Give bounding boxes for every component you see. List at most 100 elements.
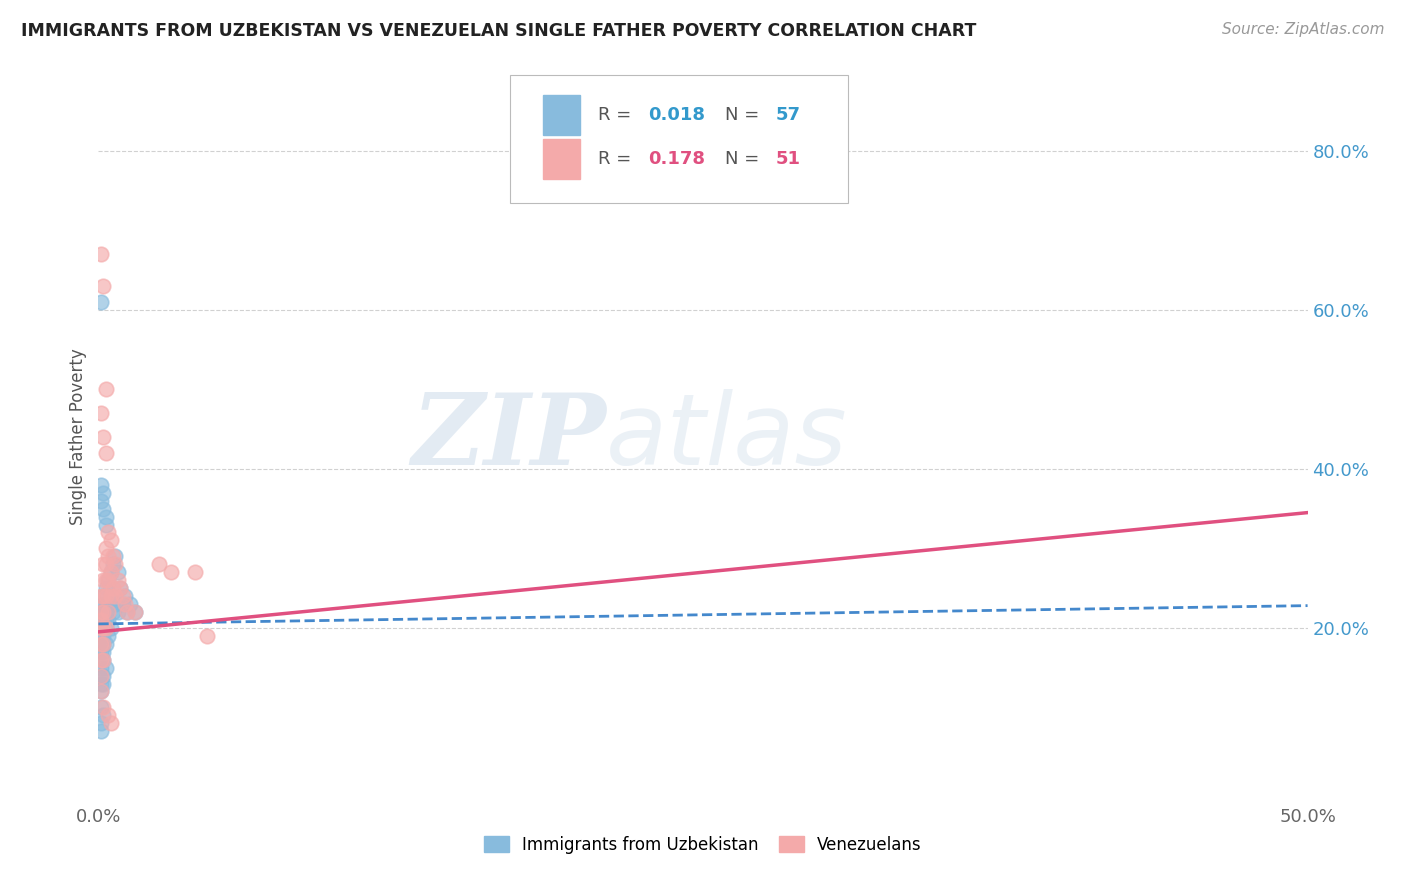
Point	[91, 668, 114, 682]
Point	[94, 383, 117, 397]
Point	[94, 597, 117, 611]
Point	[94, 573, 117, 587]
Point	[91, 645, 114, 659]
Point	[90, 637, 112, 651]
Point	[100, 589, 122, 603]
Point	[90, 613, 112, 627]
Text: Source: ZipAtlas.com: Source: ZipAtlas.com	[1222, 22, 1385, 37]
Point	[90, 621, 112, 635]
Text: N =: N =	[724, 150, 765, 168]
Point	[90, 660, 112, 674]
Point	[91, 613, 114, 627]
Point	[90, 637, 112, 651]
Point	[90, 406, 112, 420]
Point	[90, 493, 112, 508]
Point	[100, 589, 122, 603]
Point	[107, 566, 129, 580]
Point	[101, 581, 124, 595]
Point	[91, 430, 114, 444]
Point	[91, 589, 114, 603]
Point	[100, 533, 122, 548]
Point	[101, 558, 124, 572]
Point	[91, 558, 114, 572]
Point	[91, 653, 114, 667]
Point	[90, 676, 112, 690]
Point	[100, 566, 122, 580]
Text: 0.018: 0.018	[648, 106, 706, 124]
Point	[94, 517, 117, 532]
Text: 57: 57	[776, 106, 800, 124]
Point	[100, 716, 122, 731]
Point	[117, 605, 139, 619]
Point	[184, 566, 207, 580]
Text: IMMIGRANTS FROM UZBEKISTAN VS VENEZUELAN SINGLE FATHER POVERTY CORRELATION CHART: IMMIGRANTS FROM UZBEKISTAN VS VENEZUELAN…	[21, 22, 976, 40]
Point	[91, 605, 114, 619]
Y-axis label: Single Father Poverty: Single Father Poverty	[69, 349, 87, 525]
Point	[91, 485, 114, 500]
Point	[94, 541, 117, 556]
Point	[97, 629, 120, 643]
Point	[108, 581, 131, 595]
Point	[90, 629, 112, 643]
Point	[195, 629, 218, 643]
Point	[107, 605, 129, 619]
Point	[94, 581, 117, 595]
Point	[90, 668, 112, 682]
Point	[91, 637, 114, 651]
Point	[160, 566, 183, 580]
Point	[97, 708, 120, 723]
Text: 0.178: 0.178	[648, 150, 706, 168]
Point	[90, 645, 112, 659]
Point	[91, 637, 114, 651]
Point	[90, 684, 112, 698]
Point	[100, 566, 122, 580]
Point	[100, 621, 122, 635]
Point	[94, 589, 117, 603]
Point	[94, 637, 117, 651]
Point	[108, 581, 131, 595]
Point	[90, 247, 112, 261]
Point	[94, 621, 117, 635]
Point	[94, 660, 117, 674]
Text: atlas: atlas	[606, 389, 848, 485]
Point	[90, 621, 112, 635]
Point	[124, 605, 146, 619]
Point	[90, 684, 112, 698]
Point	[94, 621, 117, 635]
Point	[90, 700, 112, 714]
Point	[91, 597, 114, 611]
Point	[90, 605, 112, 619]
Point	[117, 605, 139, 619]
Text: 51: 51	[776, 150, 800, 168]
Point	[94, 613, 117, 627]
Point	[90, 589, 112, 603]
Point	[97, 549, 120, 564]
Text: R =: R =	[598, 150, 637, 168]
Point	[94, 509, 117, 524]
Point	[101, 605, 124, 619]
Point	[104, 549, 127, 564]
Legend: Immigrants from Uzbekistan, Venezuelans: Immigrants from Uzbekistan, Venezuelans	[478, 829, 928, 860]
Point	[104, 589, 127, 603]
Point	[114, 597, 136, 611]
Point	[91, 708, 114, 723]
Point	[118, 597, 141, 611]
Point	[90, 724, 112, 739]
Text: R =: R =	[598, 106, 637, 124]
Point	[94, 446, 117, 460]
Point	[91, 676, 114, 690]
Point	[97, 573, 120, 587]
Point	[91, 700, 114, 714]
Point	[90, 605, 112, 619]
Point	[104, 558, 127, 572]
Point	[90, 653, 112, 667]
Point	[114, 589, 136, 603]
Point	[148, 558, 170, 572]
Point	[90, 668, 112, 682]
Point	[97, 525, 120, 540]
Point	[97, 573, 120, 587]
Point	[91, 653, 114, 667]
Text: ZIP: ZIP	[412, 389, 606, 485]
Point	[111, 589, 134, 603]
Point	[101, 549, 124, 564]
